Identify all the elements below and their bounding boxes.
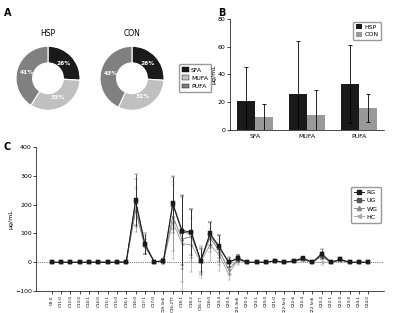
Y-axis label: μg/mL: μg/mL bbox=[212, 64, 216, 84]
Bar bbox=[359, 108, 377, 130]
Bar bbox=[255, 117, 273, 130]
Text: C: C bbox=[4, 142, 11, 152]
Legend: SFA, MUFA, PUFA: SFA, MUFA, PUFA bbox=[179, 64, 211, 92]
Text: 26%: 26% bbox=[57, 61, 71, 66]
Wedge shape bbox=[100, 46, 132, 107]
Y-axis label: μg/mL: μg/mL bbox=[8, 209, 14, 229]
Text: 41%: 41% bbox=[20, 70, 34, 75]
Legend: HSP, CON: HSP, CON bbox=[353, 22, 381, 40]
Bar bbox=[341, 84, 359, 130]
Title: CON: CON bbox=[124, 29, 140, 38]
Wedge shape bbox=[31, 79, 80, 110]
Title: HSP: HSP bbox=[40, 29, 56, 38]
Wedge shape bbox=[132, 46, 164, 80]
Text: 31%: 31% bbox=[136, 95, 150, 100]
Text: 43%: 43% bbox=[104, 71, 118, 76]
Text: 33%: 33% bbox=[51, 95, 65, 100]
Text: A: A bbox=[4, 8, 12, 18]
Bar bbox=[237, 101, 255, 130]
Wedge shape bbox=[48, 46, 80, 80]
Wedge shape bbox=[16, 46, 48, 105]
Wedge shape bbox=[118, 79, 164, 110]
Text: B: B bbox=[218, 8, 225, 18]
Text: 26%: 26% bbox=[141, 61, 155, 66]
Bar bbox=[307, 115, 325, 130]
Legend: RG, UG, WG, HC: RG, UG, WG, HC bbox=[351, 187, 381, 223]
Bar bbox=[289, 94, 307, 130]
